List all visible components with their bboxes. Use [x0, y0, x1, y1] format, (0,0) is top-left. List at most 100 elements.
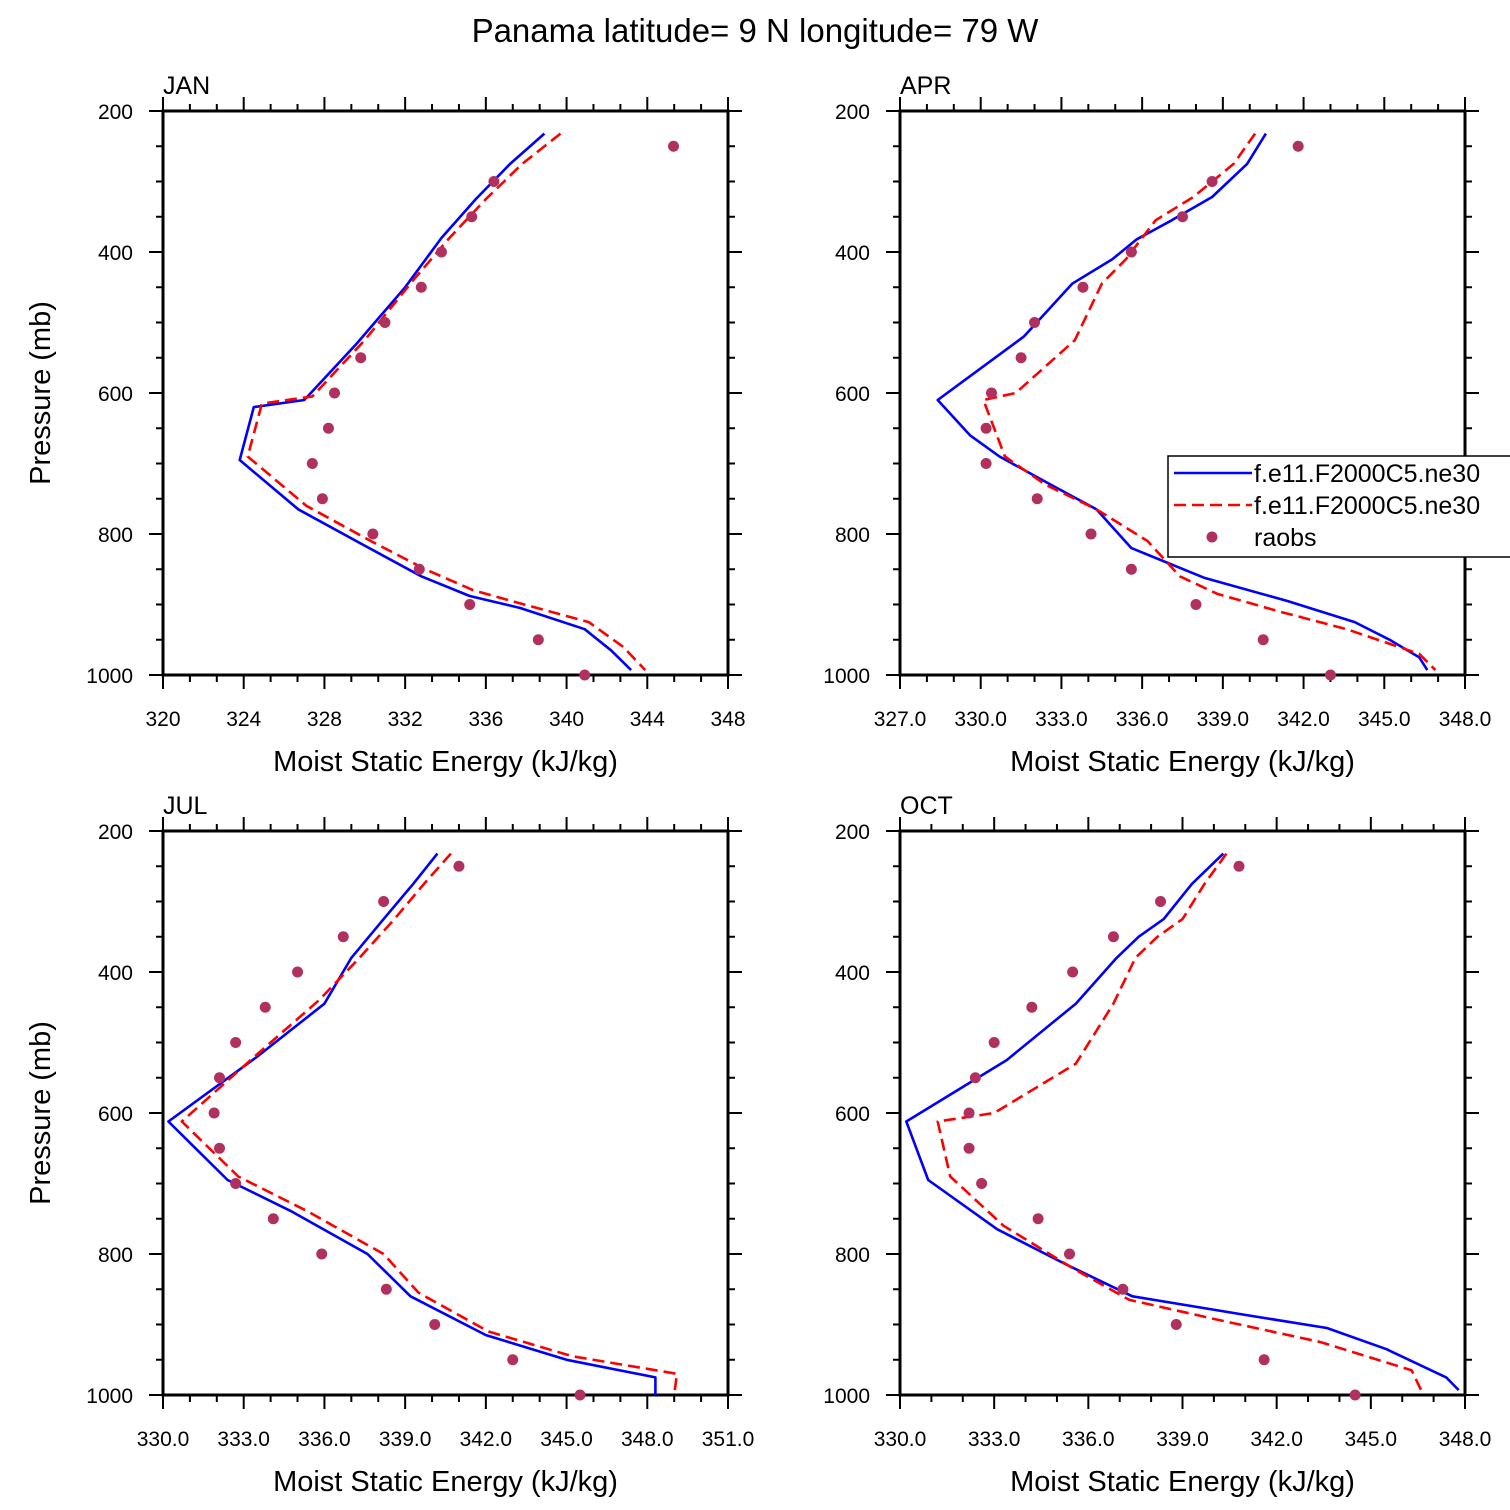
x-tick-label: 339.0 — [1197, 708, 1250, 731]
raob-point — [316, 493, 328, 505]
raob-point — [488, 176, 500, 187]
plot-frame — [161, 109, 730, 677]
raob-point — [1067, 966, 1079, 978]
raob-point — [1117, 1283, 1129, 1295]
x-tick-label: 348.0 — [1439, 1428, 1492, 1451]
y-tick-label: 800 — [98, 524, 133, 547]
x-tick-label: 351.0 — [702, 1428, 755, 1451]
model-line-dashed — [246, 132, 647, 671]
raob-point — [1031, 493, 1043, 505]
raob-point — [1233, 860, 1245, 872]
x-tick-label: 342.0 — [460, 1428, 513, 1451]
raob-point — [435, 246, 447, 258]
raob-point — [267, 1213, 279, 1225]
model-line-solid — [238, 132, 633, 672]
x-tick-label: 342.0 — [1250, 1428, 1303, 1451]
model-line-dashed — [982, 132, 1437, 672]
plot-frame — [898, 829, 1467, 1397]
panel-title: JAN — [163, 72, 210, 100]
raob-point — [378, 896, 390, 907]
raob-point — [1125, 246, 1137, 258]
x-tick-label: 320 — [145, 708, 180, 731]
x-tick-label: 339.0 — [379, 1428, 432, 1451]
y-axis-title: Pressure (mb) — [25, 301, 57, 485]
raob-point — [507, 1354, 519, 1366]
raob-point — [1324, 669, 1336, 681]
raob-point — [1085, 528, 1097, 540]
x-tick-label: 333.0 — [968, 1428, 1021, 1451]
y-tick-label: 200 — [835, 821, 870, 844]
x-tick-label: 336.0 — [298, 1428, 351, 1451]
raob-point — [1064, 1248, 1075, 1260]
y-tick-label: 200 — [98, 101, 133, 124]
y-tick-label: 800 — [835, 1244, 870, 1267]
raob-point — [1349, 1389, 1361, 1401]
raob-point — [1015, 352, 1027, 364]
x-tick-label: 345.0 — [540, 1428, 593, 1451]
raob-point — [668, 140, 680, 152]
raob-point — [1077, 281, 1089, 293]
x-tick-label: 324 — [226, 708, 261, 731]
x-tick-label: 330.0 — [874, 1428, 927, 1451]
raob-point — [230, 1037, 242, 1048]
y-tick-label: 600 — [835, 383, 870, 406]
x-tick-label: 348.0 — [621, 1428, 674, 1451]
x-tick-label: 344 — [630, 708, 665, 731]
legend-label: f.e11.F2000C5.ne30 — [1254, 492, 1480, 520]
panel-title: APR — [900, 72, 951, 100]
x-tick-label: 348.0 — [1439, 708, 1492, 731]
raob-point — [1190, 599, 1202, 610]
y-tick-label: 600 — [98, 1103, 133, 1126]
raob-point — [329, 387, 341, 399]
x-tick-label: 336.0 — [1116, 708, 1169, 731]
raob-point — [306, 458, 318, 469]
panel-title: JUL — [163, 792, 208, 820]
raob-point — [963, 1142, 975, 1154]
x-tick-label: 348 — [710, 708, 745, 731]
x-tick-label: 345.0 — [1358, 708, 1411, 731]
x-tick-label: 333.0 — [217, 1428, 270, 1451]
raob-point — [214, 1072, 225, 1084]
x-tick-label: 345.0 — [1345, 1428, 1398, 1451]
x-axis-title: Moist Static Energy (kJ/kg) — [1010, 1466, 1355, 1498]
raob-point — [415, 281, 427, 293]
y-tick-label: 600 — [98, 383, 133, 406]
y-tick-label: 1000 — [823, 665, 870, 688]
panel-jan: 200 400 600 800 1000 320 324 328 332 336 340 344 348… — [25, 72, 746, 778]
raob-point — [208, 1107, 220, 1119]
x-tick-label: 333.0 — [1035, 708, 1088, 731]
x-axis-title: Moist Static Energy (kJ/kg) — [273, 1466, 618, 1498]
plot-frame — [898, 109, 1467, 677]
x-tick-label: 336.0 — [1062, 1428, 1115, 1451]
raob-point — [980, 422, 992, 434]
raob-point — [988, 1037, 1000, 1048]
raob-point — [214, 1142, 225, 1154]
y-axis-title: Pressure (mb) — [25, 1021, 57, 1205]
raob-point — [532, 634, 544, 646]
y-tick-label: 400 — [835, 242, 870, 265]
raob-point — [980, 458, 992, 469]
y-tick-label: 1000 — [86, 1385, 133, 1408]
raob-point — [976, 1178, 988, 1189]
raob-point — [464, 599, 476, 610]
y-tick-label: 400 — [835, 962, 870, 985]
raob-point — [292, 966, 304, 978]
x-axis-title: Moist Static Energy (kJ/kg) — [1010, 746, 1355, 778]
raob-point — [466, 211, 478, 223]
raob-point — [413, 563, 425, 575]
legend-label: raobs — [1254, 524, 1317, 552]
y-tick-label: 400 — [98, 962, 133, 985]
legend-label: f.e11.F2000C5.ne30 — [1254, 460, 1480, 488]
raob-point — [259, 1001, 271, 1013]
y-tick-label: 400 — [98, 242, 133, 265]
raob-point — [379, 317, 391, 328]
y-tick-label: 800 — [835, 524, 870, 547]
raob-point — [963, 1107, 975, 1119]
raob-point — [1107, 931, 1119, 943]
raob-point — [969, 1072, 981, 1084]
model-line-solid — [904, 852, 1460, 1392]
model-line-dashed — [180, 852, 679, 1396]
